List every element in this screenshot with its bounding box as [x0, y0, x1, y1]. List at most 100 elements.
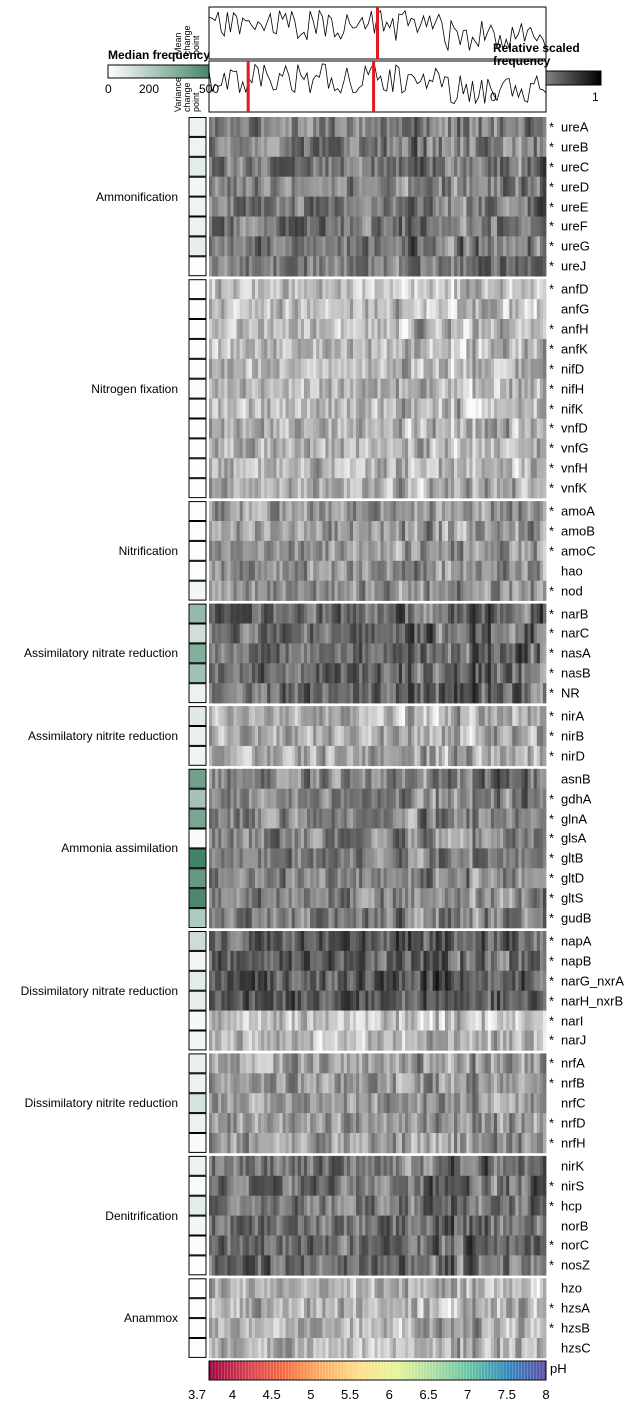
- heat-cell: [313, 663, 317, 684]
- heat-cell: [490, 338, 495, 360]
- heat-cell: [356, 458, 360, 479]
- heat-cell: [215, 560, 219, 581]
- heat-cell: [469, 438, 473, 459]
- heat-cell: [319, 136, 323, 158]
- heat-cell: [463, 1010, 467, 1031]
- heat-cell: [359, 970, 363, 991]
- heat-cell: [371, 868, 375, 889]
- heat-cell: [267, 788, 271, 809]
- heat-cell: [261, 256, 265, 277]
- heat-cell: [447, 256, 452, 277]
- heat-cell: [405, 908, 409, 929]
- heat-cell: [227, 358, 231, 379]
- heat-cell: [441, 970, 446, 991]
- heat-cell: [242, 319, 247, 340]
- heat-cell: [218, 501, 222, 522]
- heat-cell: [411, 176, 415, 197]
- heat-cell: [368, 136, 372, 158]
- heat-cell: [487, 623, 492, 644]
- heat-cell: [475, 458, 479, 479]
- median-cell-NR: [188, 683, 207, 704]
- heat-cell: [527, 868, 532, 889]
- heat-cell: [251, 726, 256, 747]
- heat-cell: [227, 521, 231, 542]
- heat-cell: [435, 745, 440, 767]
- heat-cell: [408, 236, 412, 257]
- heat-cell: [490, 603, 495, 624]
- heat-cell: [359, 768, 363, 789]
- heat-cell: [236, 299, 241, 320]
- heat-cell: [411, 438, 415, 459]
- heat-cell: [408, 117, 412, 138]
- heat-cell: [521, 683, 525, 704]
- heat-cell: [500, 136, 504, 158]
- heat-cell: [303, 868, 308, 889]
- heat-cell: [460, 768, 464, 789]
- heat-cell: [472, 196, 476, 217]
- heat-cell: [389, 136, 394, 158]
- heat-cell: [316, 196, 320, 217]
- heat-cell: [356, 176, 360, 197]
- heat-cell: [258, 540, 262, 562]
- heat-cell: [530, 398, 535, 419]
- heat-cell: [530, 1010, 535, 1031]
- median-cell-ureB: [188, 136, 207, 157]
- heat-cell: [429, 521, 434, 542]
- heat-cell: [310, 521, 314, 542]
- heat-cell: [362, 478, 366, 499]
- heat-cell: [297, 478, 302, 499]
- heat-cell: [212, 888, 216, 909]
- heat-cell: [242, 458, 247, 479]
- heat-cell: [303, 378, 308, 399]
- heat-cell: [432, 603, 437, 624]
- heat-cell: [371, 726, 375, 747]
- heat-cell: [224, 458, 228, 479]
- heat-cell: [398, 888, 403, 909]
- heat-cell: [291, 418, 296, 439]
- heat-cell: [493, 1010, 498, 1031]
- heat-cell: [417, 580, 421, 601]
- heat-cell: [524, 236, 529, 257]
- heat-cell: [392, 176, 397, 197]
- heat-cell: [402, 931, 406, 952]
- heat-cell: [429, 788, 434, 809]
- heat-cell: [509, 478, 513, 499]
- heat-cell: [248, 950, 253, 972]
- heat-cell: [493, 236, 498, 257]
- heat-cell: [316, 643, 320, 664]
- heat-cell: [264, 888, 268, 909]
- heat-cell: [398, 643, 403, 664]
- heat-cell: [380, 279, 385, 300]
- heat-cell: [307, 338, 311, 360]
- heat-cell: [414, 299, 418, 320]
- heat-cell: [542, 868, 547, 889]
- heat-cell: [337, 726, 342, 747]
- heat-cell: [484, 501, 489, 522]
- heat-cell: [346, 501, 351, 522]
- heat-cell: [460, 745, 464, 767]
- heat-cell: [457, 868, 461, 889]
- heat-cell: [224, 950, 228, 972]
- heat-cell: [291, 279, 296, 300]
- heat-cell: [322, 216, 326, 237]
- heat-cell: [254, 136, 259, 158]
- heat-cell: [254, 706, 259, 727]
- heat-cell: [469, 768, 473, 789]
- heat-cell: [273, 418, 277, 439]
- heat-cell: [276, 1010, 280, 1031]
- heat-cell: [303, 745, 308, 767]
- heat-cell: [276, 216, 280, 237]
- heat-cell: [527, 788, 532, 809]
- heat-cell: [218, 908, 222, 929]
- heat-cell: [288, 990, 293, 1011]
- heat-cell: [426, 768, 430, 789]
- heat-cell: [239, 848, 244, 869]
- heat-cell: [417, 808, 421, 829]
- heat-cell: [493, 683, 498, 704]
- heat-cell: [521, 338, 525, 360]
- heat-cell: [239, 643, 244, 664]
- heat-cell: [212, 931, 216, 952]
- heat-cell: [374, 745, 378, 767]
- heat-cell: [303, 358, 308, 379]
- heat-cell: [463, 580, 467, 601]
